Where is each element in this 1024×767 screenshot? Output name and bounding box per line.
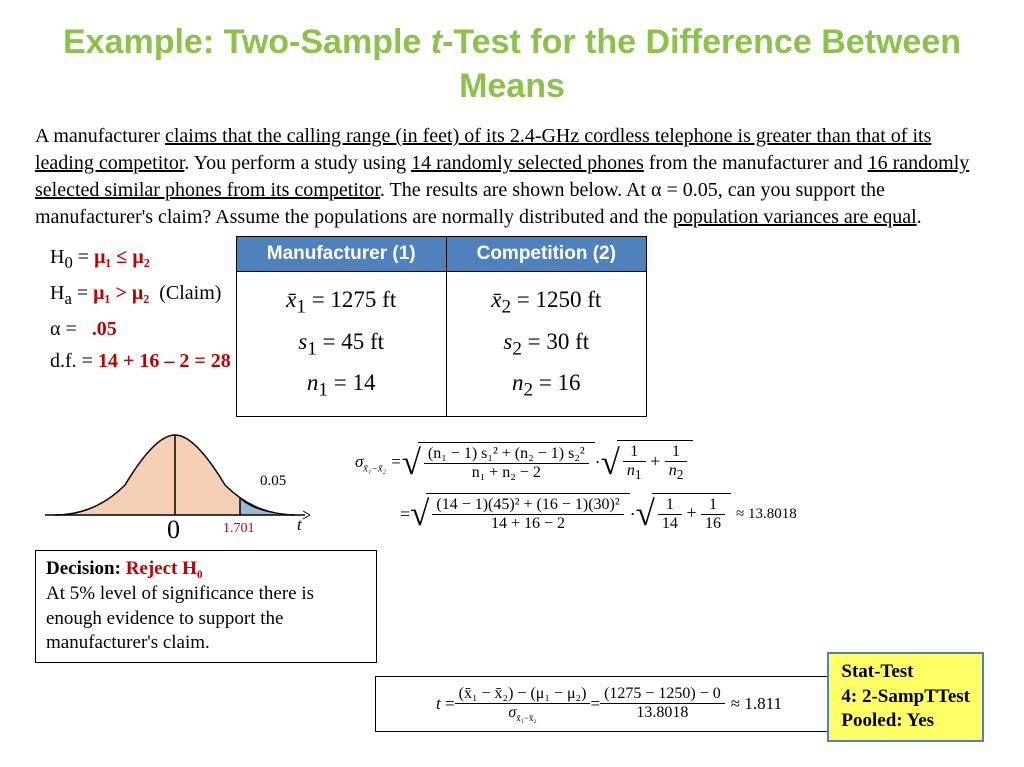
critical-value: 1.701 (223, 521, 255, 536)
slide-title: Example: Two-Sample t-Test for the Diffe… (35, 20, 989, 108)
distribution-curve: 0.05 0 1.701 t (35, 425, 315, 545)
zero-label: 0 (167, 515, 180, 544)
problem-statement: A manufacturer claims that the calling r… (35, 123, 989, 231)
data-table: Manufacturer (1)Competition (2) x̄1 = 12… (236, 236, 647, 417)
alpha-label: 0.05 (260, 473, 286, 489)
hypotheses-block: H0 = μ₁ ≤ μ₂ Ha = μ₁ > μ₂ (Claim) α = .0… (35, 236, 231, 376)
decision-box: Decision: Reject H₀ At 5% level of signi… (35, 550, 377, 663)
formula-block: σx̄₁−x̄₂ = (n₁ − 1) s₁² + (n₂ − 1) s₂²n₁… (340, 425, 989, 663)
t-statistic-formula: t = (x̄₁ − x̄₂) − (μ₁ − μ₂)σx̄₁−x̄₂ = (1… (375, 676, 843, 732)
axis-label: t (297, 515, 303, 534)
calculator-stat-box: Stat-Test 4: 2-SampTTest Pooled: Yes (827, 652, 984, 742)
